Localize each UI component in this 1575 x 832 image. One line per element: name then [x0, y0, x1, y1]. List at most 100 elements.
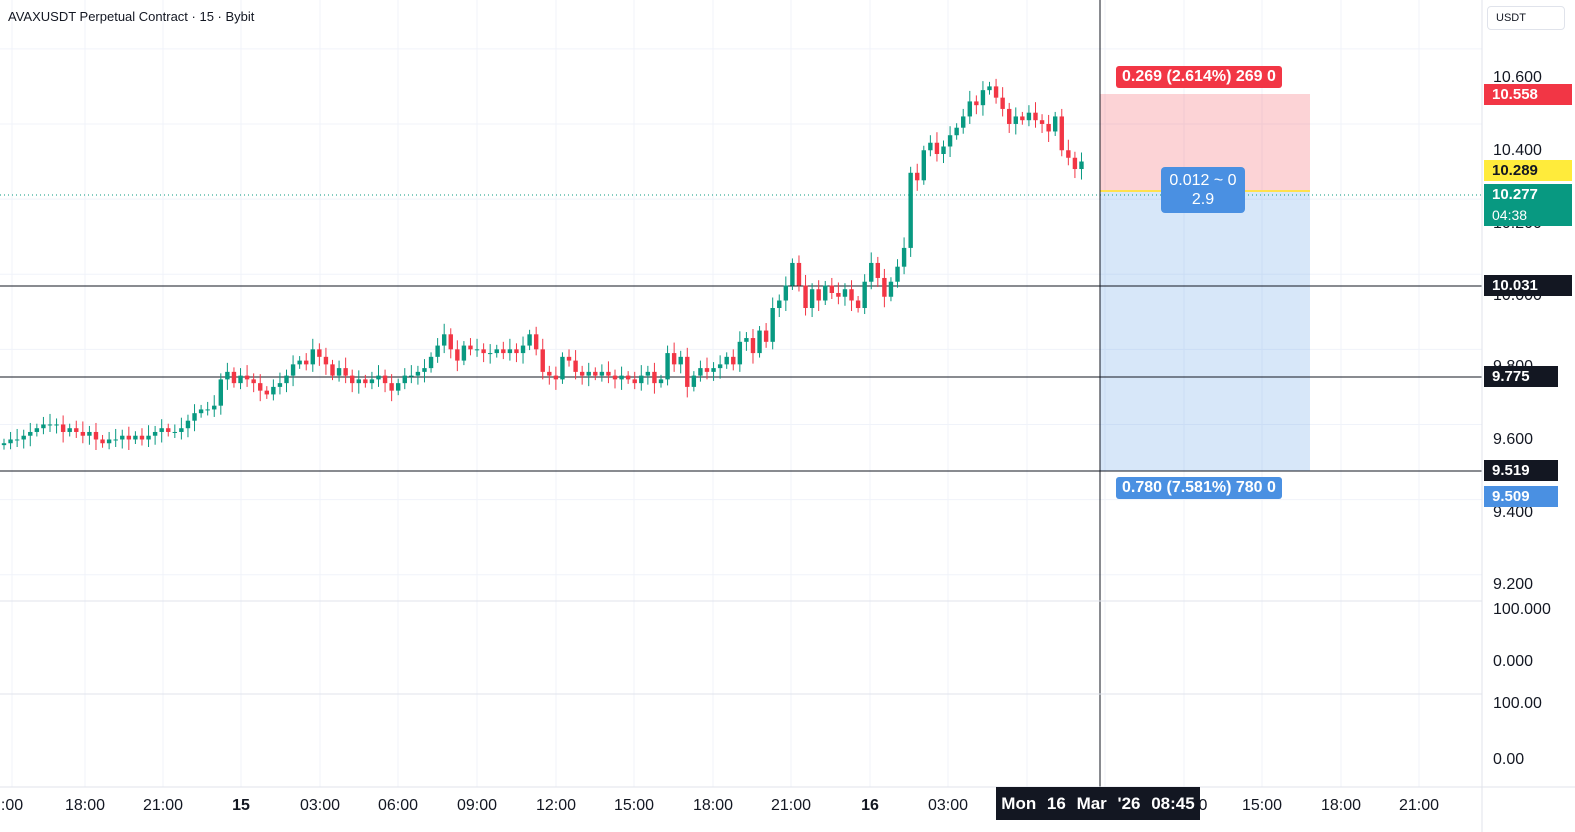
- time-label: 12:00: [535, 797, 577, 814]
- candle-body: [658, 379, 664, 384]
- time-label: 18:00: [1320, 797, 1362, 814]
- symbol-title[interactable]: AVAXUSDT Perpetual Contract · 15 · Bybit: [8, 9, 255, 24]
- candle-body: [179, 428, 184, 432]
- candle-body: [980, 90, 986, 106]
- line-price-tag-9519: 9.519: [1484, 460, 1558, 481]
- candle-body: [731, 356, 736, 365]
- candle-body: [60, 424, 66, 432]
- candle-body: [849, 289, 854, 301]
- price-axis-label-6: 9.600: [1493, 431, 1534, 448]
- candle-body: [842, 289, 848, 297]
- price-axis-label-1: 10.600: [1493, 69, 1542, 86]
- candle-body: [21, 435, 26, 440]
- candle-body: [363, 379, 368, 384]
- candle-body: [41, 424, 46, 429]
- crosshair-time-label: Mon 16 Mar '26 08:45: [996, 787, 1200, 820]
- candle-body: [514, 349, 519, 354]
- candle-body: [1066, 150, 1071, 158]
- candle-body: [47, 424, 53, 426]
- candle-body: [527, 334, 532, 346]
- candle-body: [323, 356, 329, 365]
- candle-body: [304, 360, 309, 365]
- stop-info-label[interactable]: 0.780 (7.581%) 780 0: [1116, 477, 1282, 499]
- candle-body: [356, 379, 361, 384]
- candle-body: [750, 338, 756, 354]
- candle-body: [376, 375, 381, 380]
- candle-body: [100, 439, 105, 444]
- candle-body: [244, 375, 250, 380]
- candle-body: [1, 443, 7, 446]
- candle-body: [941, 146, 946, 155]
- candle-body: [212, 405, 217, 410]
- time-label: 21:00: [1398, 797, 1440, 814]
- candle-body: [441, 334, 447, 346]
- price-axis-label-2: 10.400: [1493, 142, 1542, 159]
- candle-body: [422, 368, 427, 372]
- candle-body: [428, 356, 434, 369]
- candle-body: [809, 289, 815, 309]
- candle-body: [74, 428, 79, 432]
- candle-body: [317, 349, 322, 357]
- time-label: 21:00: [142, 797, 184, 814]
- target-info-label[interactable]: 0.269 (2.614%) 269 0: [1116, 66, 1282, 88]
- candle-body: [593, 371, 598, 376]
- candle-body: [415, 371, 421, 376]
- candle-body: [757, 330, 762, 354]
- candle-body: [796, 262, 802, 286]
- candle-body: [711, 368, 716, 372]
- candle-body: [875, 262, 881, 278]
- candle-body: [277, 383, 283, 387]
- candle-body: [579, 371, 585, 376]
- candle-body: [481, 349, 486, 354]
- candle-body: [533, 334, 539, 350]
- candle-body: [310, 349, 315, 365]
- candle-body: [126, 435, 132, 440]
- time-label: :00: [0, 797, 24, 814]
- candle-body: [954, 127, 959, 136]
- candle-body: [159, 428, 164, 432]
- price-axis-label-8: 9.200: [1493, 576, 1534, 593]
- candle-body: [1053, 116, 1058, 132]
- candle-body: [547, 371, 552, 376]
- pane1-axis-label-bottom: 0.000: [1493, 653, 1534, 670]
- loss-zone[interactable]: [1100, 191, 1310, 471]
- currency-button[interactable]: USDT: [1487, 6, 1565, 30]
- candle-body: [901, 247, 907, 267]
- candle-body: [87, 431, 92, 436]
- candle-body: [67, 428, 72, 432]
- position-center-label[interactable]: 0.012 ~ 0 2.9: [1161, 167, 1245, 213]
- time-label: 18:00: [692, 797, 734, 814]
- candle-body: [487, 353, 493, 355]
- pane1-axis-label-top: 100.000: [1493, 601, 1551, 618]
- candle-body: [724, 356, 729, 365]
- candle-body: [1059, 116, 1064, 151]
- candle-body: [1046, 123, 1051, 132]
- candle-body: [507, 349, 513, 354]
- candle-body: [1013, 116, 1018, 124]
- candle-body: [494, 349, 499, 354]
- candle-body: [205, 409, 210, 411]
- pane2-axis-label-top: 100.00: [1493, 695, 1542, 712]
- candle-body: [632, 379, 637, 384]
- entry-price-tag: 10.289: [1484, 160, 1572, 181]
- candle-body: [790, 262, 795, 286]
- candle-body: [139, 435, 145, 440]
- candle-body: [93, 431, 99, 440]
- candle-body: [961, 116, 966, 128]
- candle-body: [678, 356, 683, 365]
- candle-body: [369, 379, 375, 384]
- time-label: 06:00: [377, 797, 419, 814]
- candle-body: [908, 172, 913, 248]
- price-axis-label-7: 9.400: [1493, 504, 1534, 521]
- candle-body: [146, 435, 151, 440]
- candle-body: [8, 439, 13, 444]
- candle-body: [271, 386, 276, 395]
- time-label: 09:00: [456, 797, 498, 814]
- candle-body: [1039, 120, 1045, 124]
- candle-body: [586, 371, 591, 376]
- position-center-line2: 2.9: [1191, 191, 1215, 208]
- candle-body: [934, 142, 940, 155]
- candle-body: [448, 334, 453, 350]
